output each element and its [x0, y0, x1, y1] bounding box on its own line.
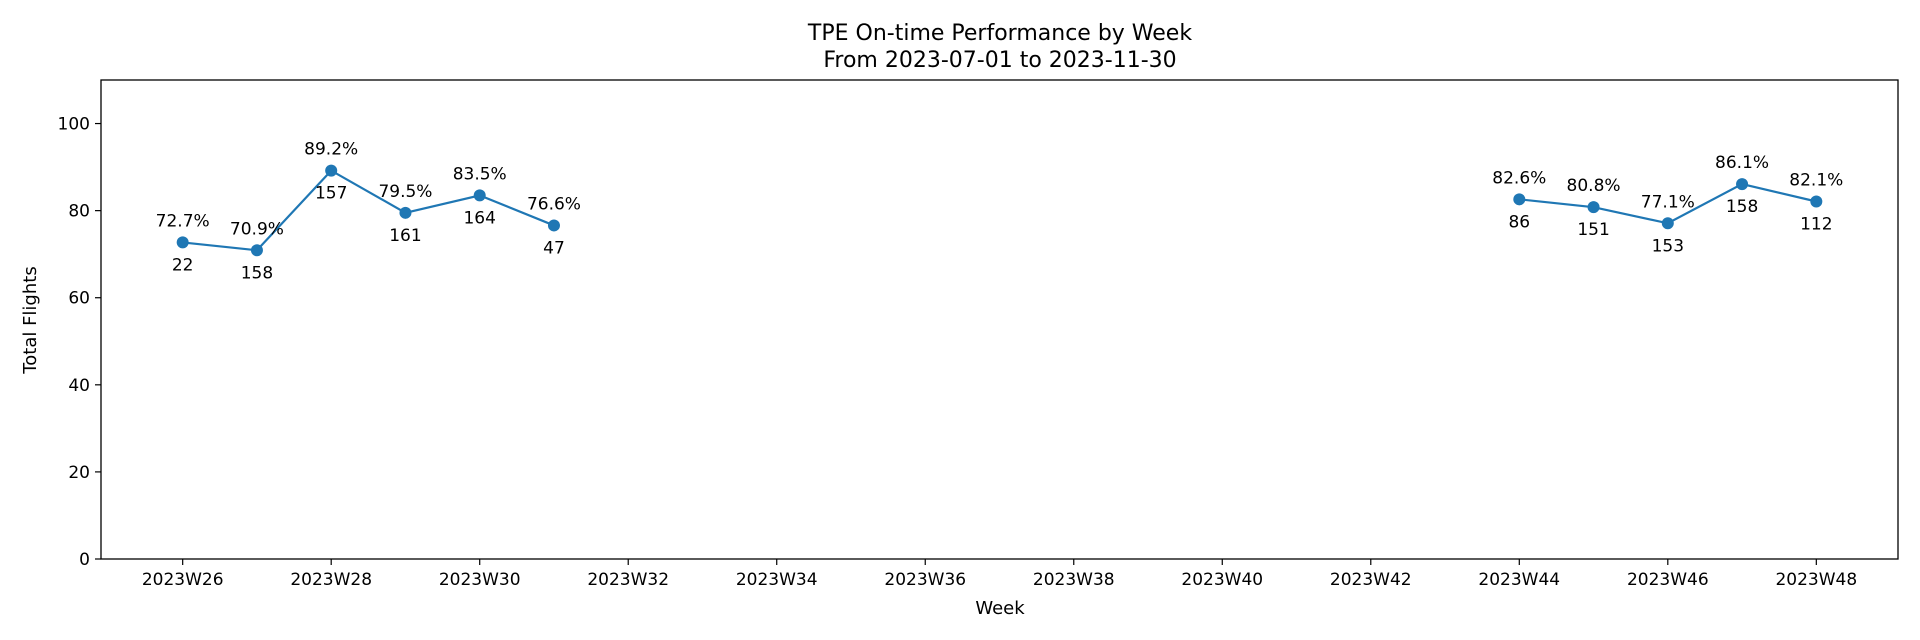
flights-label: 112 — [1800, 214, 1832, 234]
data-point — [1587, 201, 1600, 214]
data-point — [1513, 193, 1526, 206]
y-tick-label: 40 — [68, 376, 90, 396]
y-tick-label: 0 — [79, 550, 90, 570]
flights-label: 151 — [1577, 220, 1609, 240]
pct-label: 76.6% — [527, 194, 581, 214]
flights-label: 158 — [241, 263, 273, 283]
x-tick-label: 2023W26 — [142, 570, 224, 590]
y-tick-label: 100 — [58, 115, 90, 135]
y-axis: 0 20 40 60 80 100 — [58, 115, 101, 570]
flights-label: 158 — [1726, 197, 1758, 217]
data-point — [1661, 217, 1674, 230]
x-tick-label: 2023W34 — [736, 570, 818, 590]
x-tick-label: 2023W28 — [290, 570, 372, 590]
plot-area — [100, 79, 1899, 560]
flights-label: 22 — [172, 255, 194, 275]
data-point — [399, 206, 412, 219]
data-point — [547, 219, 560, 232]
y-axis-label: Total Flights — [20, 266, 41, 374]
x-tick-label: 2023W40 — [1181, 570, 1263, 590]
pct-label: 86.1% — [1715, 153, 1769, 173]
pct-label: 70.9% — [230, 219, 284, 239]
flights-label: 153 — [1652, 236, 1684, 256]
x-tick-label: 2023W48 — [1775, 570, 1857, 590]
data-point — [473, 189, 486, 202]
pct-label: 80.8% — [1567, 176, 1621, 196]
y-tick-label: 80 — [68, 202, 90, 222]
x-tick-label: 2023W44 — [1478, 570, 1560, 590]
chart-subtitle: From 2023-07-01 to 2023-11-30 — [823, 48, 1176, 73]
data-point — [325, 164, 338, 177]
pct-label: 79.5% — [378, 182, 432, 202]
x-tick-label: 2023W32 — [587, 570, 669, 590]
flights-label: 161 — [389, 226, 421, 246]
data-labels: 72.7% 22 70.9% 158 89.2% 157 79.5% 161 83.5% 164 7… — [156, 140, 1844, 284]
x-tick-label: 2023W46 — [1627, 570, 1709, 590]
data-point — [176, 236, 189, 249]
series-on-time-pct — [176, 164, 1823, 257]
flights-label: 164 — [463, 208, 495, 228]
pct-label: 83.5% — [453, 164, 507, 184]
y-tick-label: 20 — [68, 463, 90, 483]
y-tick-label: 60 — [68, 289, 90, 309]
chart-title: TPE On-time Performance by Week — [807, 21, 1192, 46]
x-tick-label: 2023W42 — [1330, 570, 1412, 590]
flights-label: 86 — [1508, 212, 1530, 232]
pct-label: 89.2% — [304, 140, 358, 160]
series-line — [182, 169, 555, 252]
flights-label: 47 — [543, 238, 565, 258]
x-tick-label: 2023W38 — [1033, 570, 1115, 590]
x-axis: 2023W26 2023W28 2023W30 2023W32 2023W34 2023W… — [142, 559, 1857, 590]
pct-label: 77.1% — [1641, 192, 1695, 212]
x-tick-label: 2023W30 — [439, 570, 521, 590]
x-axis-label: Week — [975, 598, 1025, 619]
flights-label: 157 — [315, 184, 347, 204]
data-point — [1736, 178, 1749, 191]
pct-label: 72.7% — [156, 211, 210, 231]
x-tick-label: 2023W36 — [884, 570, 966, 590]
data-point — [250, 244, 263, 257]
data-point — [1810, 195, 1823, 208]
pct-label: 82.6% — [1492, 168, 1546, 188]
pct-label: 82.1% — [1789, 170, 1843, 190]
